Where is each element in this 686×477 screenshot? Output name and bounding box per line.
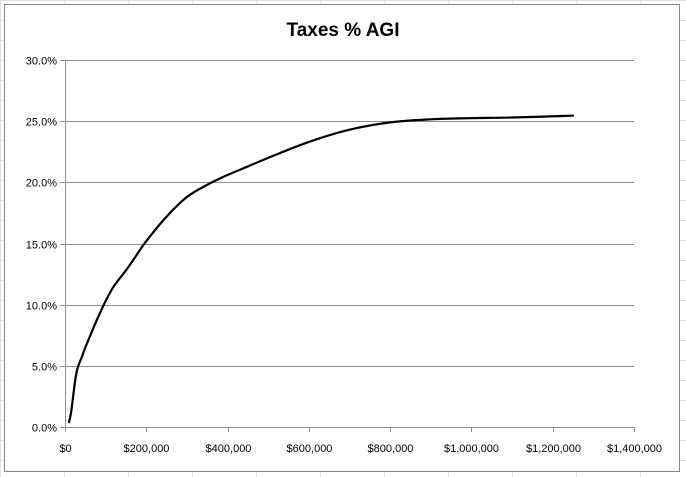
- x-tick-label: $200,000: [124, 443, 170, 455]
- x-tick-label: $1,000,000: [444, 443, 499, 455]
- x-tick-label: $1,200,000: [526, 443, 581, 455]
- y-axis-tick-labels: 0.0% 5.0% 10.0% 15.0% 20.0% 25.0% 30.0%: [26, 56, 57, 435]
- y-tick-label: 5.0%: [32, 362, 57, 374]
- x-tick-label: $800,000: [368, 443, 414, 455]
- y-tick-label: 0.0%: [32, 423, 57, 435]
- x-axis-tick-labels: $0 $200,000 $400,000 $600,000 $800,000 $1,000…: [59, 443, 662, 455]
- y-tick-label: 30.0%: [26, 56, 57, 68]
- chart-area[interactable]: [4, 4, 680, 472]
- axes: [60, 60, 635, 432]
- chart-title: Taxes % AGI: [287, 20, 400, 41]
- series-line[interactable]: [67, 114, 575, 424]
- gridlines: [65, 60, 634, 367]
- x-tick-label: $600,000: [287, 443, 333, 455]
- x-tick-label: $0: [59, 443, 71, 455]
- plot-series[interactable]: [67, 114, 575, 424]
- y-tick-label: 20.0%: [26, 178, 57, 190]
- x-tick-label: $400,000: [206, 443, 252, 455]
- y-tick-label: 10.0%: [26, 301, 57, 313]
- y-tick-label: 15.0%: [26, 240, 57, 252]
- y-tick-label: 25.0%: [26, 117, 57, 129]
- x-tick-label: $1,400,000: [607, 443, 662, 455]
